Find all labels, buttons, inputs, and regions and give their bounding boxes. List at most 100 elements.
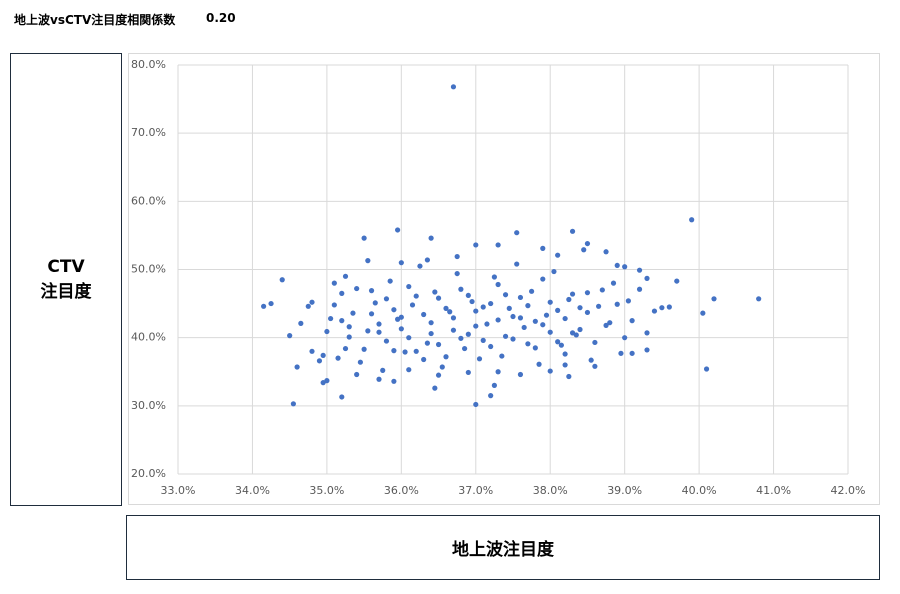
scatter-point xyxy=(540,276,546,282)
scatter-point xyxy=(409,302,416,308)
chart-border xyxy=(128,53,880,505)
scatter-point xyxy=(532,318,538,324)
scatter-point xyxy=(342,273,349,279)
scatter-point xyxy=(525,341,531,347)
scatter-point xyxy=(365,258,371,264)
x-tick-label: 36.0% xyxy=(384,484,419,497)
scatter-point xyxy=(428,235,434,241)
scatter-point xyxy=(700,310,706,316)
scatter-point xyxy=(674,278,680,284)
scatter-point xyxy=(454,270,460,277)
scatter-point xyxy=(592,339,598,346)
scatter-point xyxy=(588,357,594,363)
scatter-point xyxy=(435,372,442,378)
scatter-point xyxy=(543,312,550,318)
scatter-point xyxy=(339,318,345,324)
scatter-point xyxy=(562,351,568,357)
scatter-point xyxy=(547,299,553,305)
scatter-point xyxy=(335,355,341,361)
scatter-point xyxy=(439,364,445,370)
scatter-point xyxy=(488,343,494,350)
x-tick-label: 35.0% xyxy=(309,484,344,497)
scatter-point xyxy=(484,321,490,327)
scatter-point xyxy=(488,393,494,399)
scatter-point xyxy=(547,368,553,374)
scatter-point xyxy=(261,303,267,309)
scatter-point xyxy=(346,324,352,330)
y-tick-label: 70.0% xyxy=(131,126,166,139)
scatter-point xyxy=(555,307,561,313)
scatter-point xyxy=(592,363,598,369)
scatter-point xyxy=(368,311,375,317)
scatter-point xyxy=(510,336,516,342)
scatter-point xyxy=(562,315,568,322)
scatter-point xyxy=(618,350,624,356)
scatter-point xyxy=(651,308,658,314)
scatter-point xyxy=(413,293,419,299)
x-tick-label: 41.0% xyxy=(756,484,791,497)
scatter-point xyxy=(480,337,486,343)
scatter-point xyxy=(636,267,643,273)
y-tick-label: 50.0% xyxy=(131,263,166,276)
scatter-point xyxy=(514,230,520,236)
scatter-point xyxy=(298,320,304,326)
scatter-point xyxy=(432,385,438,391)
scatter-point xyxy=(502,333,509,339)
scatter-point xyxy=(465,331,471,337)
scatter-point xyxy=(521,324,527,331)
scatter-point xyxy=(499,353,505,359)
scatter-point xyxy=(309,299,315,305)
y-tick-label: 30.0% xyxy=(131,399,166,412)
scatter-point xyxy=(517,371,524,378)
scatter-point xyxy=(376,321,382,327)
scatter-point xyxy=(424,340,430,346)
scatter-point xyxy=(406,367,412,373)
scatter-point xyxy=(469,298,475,305)
y-label: 注目度 xyxy=(40,281,92,302)
scatter-point xyxy=(324,328,330,335)
scatter-point xyxy=(450,84,457,90)
scatter-point xyxy=(636,286,643,292)
scatter-point xyxy=(421,311,427,318)
scatter-point xyxy=(458,286,464,292)
scatter-point xyxy=(577,326,583,333)
scatter-point xyxy=(417,263,423,269)
scatter-point xyxy=(569,228,576,234)
scatter-point xyxy=(562,362,568,368)
scatter-point xyxy=(462,345,468,352)
scatter-point xyxy=(532,345,538,351)
scatter-point xyxy=(398,326,404,332)
scatter-point xyxy=(361,235,367,241)
scatter-point xyxy=(622,264,628,270)
scatter-point xyxy=(659,305,665,311)
scatter-point xyxy=(354,371,360,378)
scatter-point xyxy=(491,382,497,388)
scatter-point xyxy=(625,298,631,304)
scatter-point xyxy=(711,296,717,302)
y-tick-label: 60.0% xyxy=(131,194,166,207)
scatter-point xyxy=(614,262,620,269)
scatter-point xyxy=(387,278,393,284)
scatter-point xyxy=(603,249,609,255)
scatter-point xyxy=(536,361,542,367)
scatter-point xyxy=(287,333,293,339)
scatter-point xyxy=(569,291,576,297)
scatter-point xyxy=(473,323,479,329)
scatter-point xyxy=(383,338,390,344)
x-tick-label: 34.0% xyxy=(235,484,270,497)
scatter-point xyxy=(435,341,442,348)
scatter-point xyxy=(584,240,591,247)
scatter-point xyxy=(357,359,363,365)
scatter-point xyxy=(495,317,501,323)
scatter-point xyxy=(443,305,449,311)
scatter-point xyxy=(320,380,326,386)
x-tick-label: 33.0% xyxy=(161,484,196,497)
scatter-point xyxy=(610,280,617,286)
scatter-point xyxy=(450,315,457,321)
scatter-point xyxy=(547,329,553,335)
scatter-point xyxy=(361,346,367,352)
scatter-point xyxy=(309,348,315,354)
scatter-point xyxy=(380,367,386,373)
scatter-point xyxy=(424,257,430,263)
